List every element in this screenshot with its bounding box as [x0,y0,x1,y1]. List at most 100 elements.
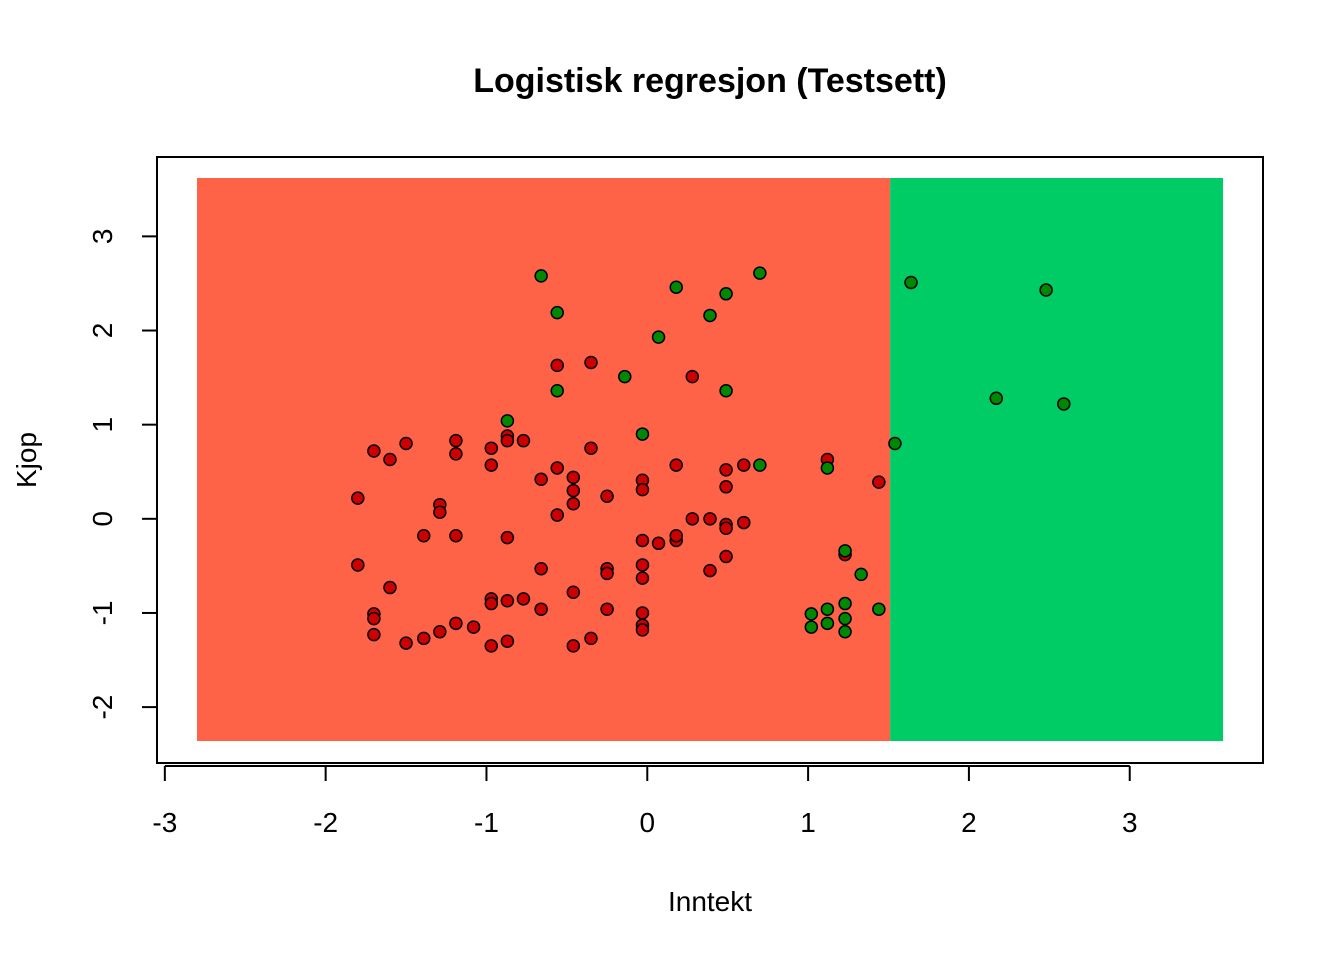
point-class0-52 [449,616,463,631]
point-class1-28 [888,436,902,451]
point-class0-40 [719,463,733,477]
point-class1-25 [1039,283,1053,297]
point-class0-68 [635,558,650,572]
point-class1-18 [820,602,835,616]
y-tick-label-1: -1 [87,601,118,626]
point-class1-10 [500,414,515,428]
point-class1-5 [703,308,717,323]
point-class1-11 [635,427,650,441]
point-class0-48 [367,627,381,642]
x-tick-label-6: 3 [1122,807,1138,838]
point-class0-0 [351,491,365,505]
point-class1-6 [651,330,666,344]
point-class0-70 [635,606,650,620]
point-class0-4 [449,433,463,448]
point-class0-73 [703,563,717,578]
y-axis: -2 -1 0 1 2 3 [87,229,158,720]
point-class0-43 [872,475,886,489]
point-class0-59 [500,634,515,648]
point-class0-14 [449,529,463,543]
point-class0-35 [703,512,717,526]
x-tick-label-5: 2 [961,807,977,838]
point-class0-49 [399,636,413,650]
point-class0-12 [433,505,447,519]
point-class1-3 [719,287,733,301]
point-class1-4 [550,305,564,320]
point-class0-25 [584,355,598,370]
point-class0-47 [367,611,381,626]
data-points [351,266,1071,653]
decision-regions [197,178,1223,741]
point-class1-16 [804,607,819,621]
point-class1-12 [753,458,767,472]
point-class0-55 [484,596,499,611]
y-tick-label-0: -2 [87,695,118,720]
point-class0-26 [685,369,700,384]
point-class1-21 [838,611,852,626]
point-class1-23 [872,602,886,616]
point-class0-69 [635,571,650,585]
point-class0-41 [737,458,751,472]
point-class0-20 [566,496,581,511]
point-class1-17 [804,620,819,634]
point-class0-30 [635,533,650,548]
point-class1-22 [838,625,852,639]
point-class0-60 [534,561,548,576]
x-tick-label-2: -1 [474,807,499,838]
point-class0-29 [669,458,683,472]
point-class0-64 [584,631,598,646]
point-class1-0 [534,269,548,283]
point-class0-3 [399,436,413,451]
point-class0-74 [719,549,733,564]
point-class0-19 [566,483,581,498]
point-class1-15 [854,567,868,582]
point-class1-20 [838,596,852,611]
point-class0-10 [516,433,531,448]
point-class0-66 [600,566,614,581]
x-tick-label-4: 1 [800,807,816,838]
x-axis: -3 -2 -1 0 1 2 3 [152,765,1138,838]
region-class-0 [197,178,891,741]
point-class0-38 [737,515,751,530]
chart-title: Logistisk regresjon (Testsett) [473,62,947,100]
y-tick-label-2: 0 [87,511,118,527]
point-class0-39 [719,480,733,494]
point-class0-2 [383,452,397,467]
point-class0-21 [550,508,564,522]
point-class0-1 [367,444,381,458]
point-class0-44 [351,558,365,572]
point-class0-31 [651,536,666,551]
point-class0-53 [466,620,481,634]
point-class0-22 [600,489,614,503]
y-axis-label: Kjop [11,432,42,488]
point-class0-7 [484,458,499,472]
point-class0-45 [383,580,397,595]
point-class0-5 [449,447,463,461]
point-class0-56 [500,593,515,608]
point-class0-33 [669,529,683,543]
point-class0-50 [416,631,431,646]
x-axis-label: Inntekt [668,886,752,917]
point-class0-28 [635,482,650,497]
point-class0-37 [719,521,733,535]
point-class1-13 [820,461,835,475]
point-class0-15 [500,530,515,545]
x-tick-label-3: 0 [639,807,655,838]
point-class1-14 [838,544,852,558]
region-class-1 [890,178,1223,741]
point-class1-1 [753,266,767,280]
x-tick-label-1: -2 [313,807,338,838]
point-class0-34 [685,512,700,526]
point-class0-58 [484,639,499,653]
point-class0-67 [600,602,614,616]
point-class0-72 [635,623,650,637]
point-class0-57 [516,592,531,606]
point-class1-26 [989,391,1004,406]
point-class0-9 [500,433,515,448]
point-class0-6 [484,441,499,455]
y-tick-label-3: 1 [87,417,118,433]
point-class0-13 [416,529,431,543]
point-class0-17 [550,461,564,475]
point-class0-63 [566,639,581,653]
